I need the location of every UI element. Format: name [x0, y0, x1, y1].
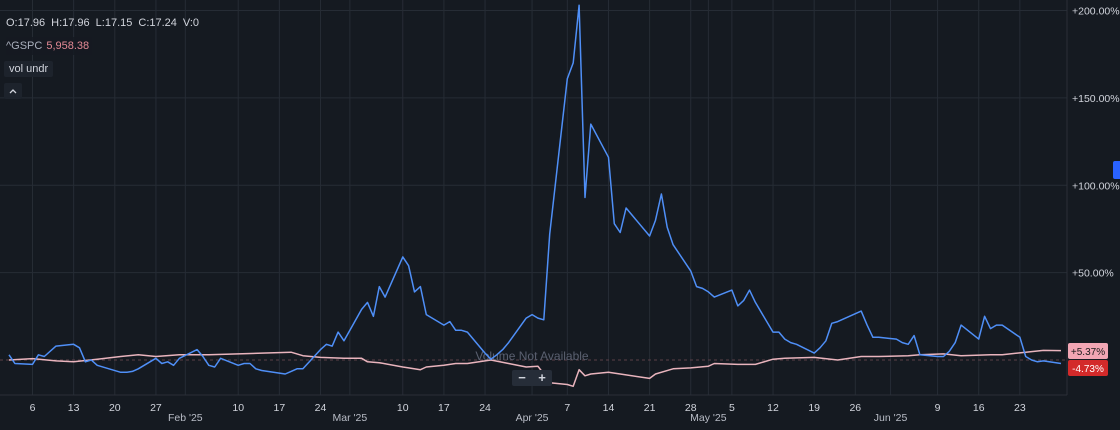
- zoom-controls: − +: [512, 370, 552, 386]
- last-value-label: +5.37%: [1071, 347, 1105, 358]
- x-tick-label: 9: [935, 402, 941, 414]
- x-month-label: Feb '25: [168, 412, 203, 424]
- x-tick-label: 23: [1014, 402, 1026, 414]
- last-value-badge-down: [1068, 360, 1108, 376]
- y-tick-label: +50.00%: [1072, 268, 1114, 280]
- x-tick-label: 10: [397, 402, 409, 414]
- indicator-legend[interactable]: vol undr: [4, 61, 54, 77]
- x-tick-label: 12: [767, 402, 779, 414]
- x-tick-label: 26: [849, 402, 861, 414]
- x-tick-label: 27: [150, 402, 162, 414]
- price-scale-handle[interactable]: [1113, 161, 1120, 179]
- last-value-badges: +5.37% -4.73%: [1068, 343, 1108, 376]
- y-tick-label: +200.00%: [1072, 5, 1120, 17]
- chevron-up-icon: [9, 89, 17, 94]
- ohlc-legend: O:17.96 H:17.96 L:17.15 C:17.24 V:0: [6, 15, 205, 31]
- x-tick-label: 16: [973, 402, 985, 414]
- time-axis-labels: 6 13 20 27 Feb '25 10 17 24 Mar '25 10 17 24 Apr '25…: [30, 402, 1026, 424]
- x-tick-label: 28: [685, 402, 697, 414]
- x-tick-label: 17: [438, 402, 450, 414]
- indicator-name[interactable]: vol undr: [9, 63, 49, 75]
- x-tick-label: 7: [564, 402, 570, 414]
- y-tick-label: +100.00%: [1072, 180, 1120, 192]
- ohlc-open: O:17.96: [6, 17, 46, 29]
- x-tick-label: 6: [30, 402, 36, 414]
- x-tick-label: 24: [315, 402, 327, 414]
- ohlc-volume: V:0: [182, 17, 200, 29]
- zoom-in-button[interactable]: +: [538, 370, 546, 385]
- x-month-label: Jun '25: [874, 412, 908, 424]
- ohlc-close: C:17.24: [138, 17, 177, 29]
- last-value-badge-up: [1068, 343, 1108, 359]
- last-value-label: -4.73%: [1072, 364, 1104, 375]
- x-tick-label: 24: [479, 402, 491, 414]
- zoom-out-button[interactable]: −: [518, 370, 526, 385]
- volume-watermark: Volume Not Available: [475, 349, 589, 363]
- price-axis-labels: +200.00% +150.00% +100.00% +50.00%: [1072, 5, 1120, 279]
- x-tick-label: 17: [274, 402, 286, 414]
- x-tick-label: 13: [68, 402, 80, 414]
- compare-symbol-name[interactable]: ^GSPC: [6, 40, 43, 52]
- x-tick-label: 20: [109, 402, 121, 414]
- x-month-label: May '25: [690, 412, 727, 424]
- compare-symbol-legend[interactable]: ^GSPC 5,958.38: [6, 37, 93, 55]
- compare-symbol-value: 5,958.38: [46, 40, 90, 52]
- ohlc-high: H:17.96: [51, 17, 90, 29]
- ohlc-low: L:17.15: [95, 17, 133, 29]
- x-tick-label: 5: [729, 402, 735, 414]
- x-tick-label: 19: [808, 402, 820, 414]
- x-tick-label: 14: [603, 402, 615, 414]
- collapse-legend-button[interactable]: [4, 83, 22, 99]
- grid-lines: [0, 0, 1067, 395]
- x-month-label: Mar '25: [333, 412, 368, 424]
- x-tick-label: 21: [644, 402, 656, 414]
- series-line-main: [8, 4, 1062, 375]
- x-month-label: Apr '25: [516, 412, 549, 424]
- x-tick-label: 10: [232, 402, 244, 414]
- y-tick-label: +150.00%: [1072, 93, 1120, 105]
